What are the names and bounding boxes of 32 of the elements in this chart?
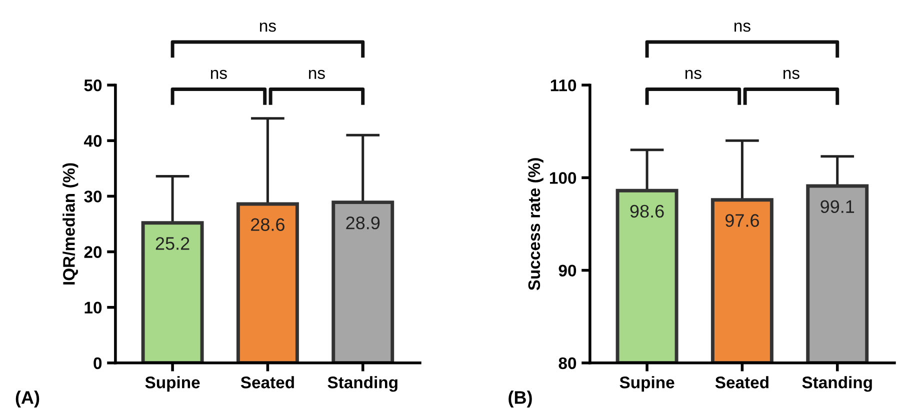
data-label: 97.6 (725, 214, 759, 227)
x-tick-label: Standing (802, 376, 872, 392)
y-tick-label: 80 (558, 357, 576, 370)
y-axis-title: IQR/median (%) (62, 163, 78, 284)
x-tick-label: Seated (715, 376, 768, 388)
x-tick-label: Standing (328, 376, 398, 392)
y-tick-label: 10 (84, 302, 102, 314)
y-axis-title: Success rate (%) (528, 158, 544, 290)
y-tick-label: 0 (94, 357, 102, 370)
data-label: 99.1 (820, 200, 854, 214)
text: ns (309, 70, 325, 80)
text: (B) (508, 390, 532, 408)
y-tick-label: 30 (84, 190, 102, 202)
y-tick-label: 50 (84, 79, 102, 92)
data-label: 98.6 (630, 204, 664, 218)
y-tick-label: 110 (550, 79, 576, 92)
y-tick-label: 90 (558, 264, 576, 277)
text: ns (784, 70, 800, 80)
x-tick-label: Seated (240, 376, 294, 388)
text: ns (260, 22, 276, 32)
data-label: 28.9 (346, 216, 380, 230)
y-tick-label: 100 (550, 172, 576, 184)
x-tick-label: Supine (620, 376, 674, 392)
data-label: 25.2 (156, 237, 190, 250)
x-tick-label: Supine (145, 376, 200, 392)
text: ns (685, 70, 702, 80)
y-tick-label: 40 (84, 135, 102, 147)
text: ns (734, 22, 750, 32)
text: ns (211, 70, 227, 80)
y-tick-label: 20 (84, 246, 102, 258)
data-label: 28.6 (251, 218, 284, 231)
text: (A) (16, 390, 40, 408)
